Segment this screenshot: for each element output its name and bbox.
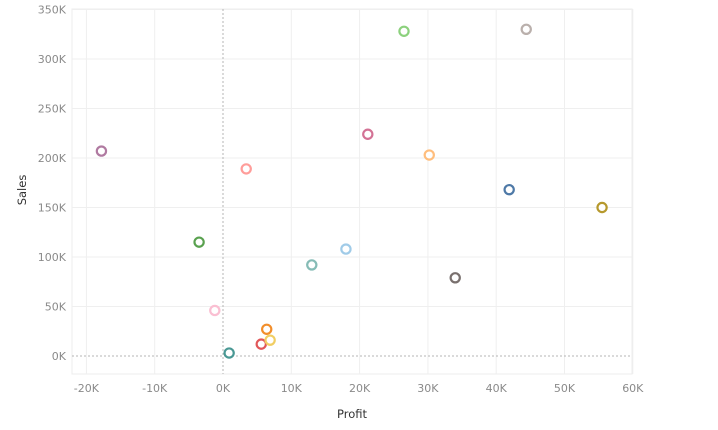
data-point <box>255 338 267 350</box>
x-axis-title: Profit <box>337 407 367 421</box>
data-point <box>209 304 221 317</box>
data-point <box>398 25 410 37</box>
x-tick-label: -20K <box>74 382 100 395</box>
x-tick-label: 0K <box>216 382 231 395</box>
y-tick-label: 100K <box>38 251 67 264</box>
data-point <box>449 272 461 284</box>
y-tick-label: 350K <box>38 4 67 17</box>
data-point <box>423 149 435 161</box>
y-tick-label: 250K <box>38 103 67 116</box>
data-point <box>596 201 608 214</box>
y-tick-label: 200K <box>38 152 67 165</box>
data-point <box>306 259 318 271</box>
x-tick-label: 30K <box>417 382 439 395</box>
data-points <box>95 23 608 359</box>
data-point <box>240 163 252 175</box>
y-tick-label: 0K <box>52 350 67 363</box>
data-point <box>503 183 515 196</box>
data-point <box>223 347 235 359</box>
data-point <box>362 128 374 140</box>
x-tick-label: 10K <box>281 382 303 395</box>
data-point <box>193 236 205 248</box>
gridlines <box>71 8 634 375</box>
data-point <box>520 23 532 35</box>
data-point <box>264 334 276 346</box>
data-point <box>95 145 108 157</box>
x-tick-label: 20K <box>349 382 371 395</box>
y-axis-title: Sales <box>15 175 29 206</box>
x-tick-label: 40K <box>486 382 508 395</box>
x-tick-label: 50K <box>554 382 576 395</box>
data-point <box>340 243 352 255</box>
plot-border <box>71 8 633 375</box>
x-tick-label: 60K <box>622 382 644 395</box>
x-tick-label: -10K <box>142 382 168 395</box>
data-point <box>261 323 273 335</box>
x-axis-ticks: -20K -10K 0K 10K 20K 30K 40K 50K 60K <box>74 382 644 395</box>
y-tick-label: 50K <box>45 301 67 314</box>
y-tick-label: 300K <box>38 53 67 66</box>
y-tick-label: 150K <box>38 202 67 215</box>
y-axis-ticks: 0K 50K 100K 150K 200K 250K 300K 350K <box>38 4 67 364</box>
